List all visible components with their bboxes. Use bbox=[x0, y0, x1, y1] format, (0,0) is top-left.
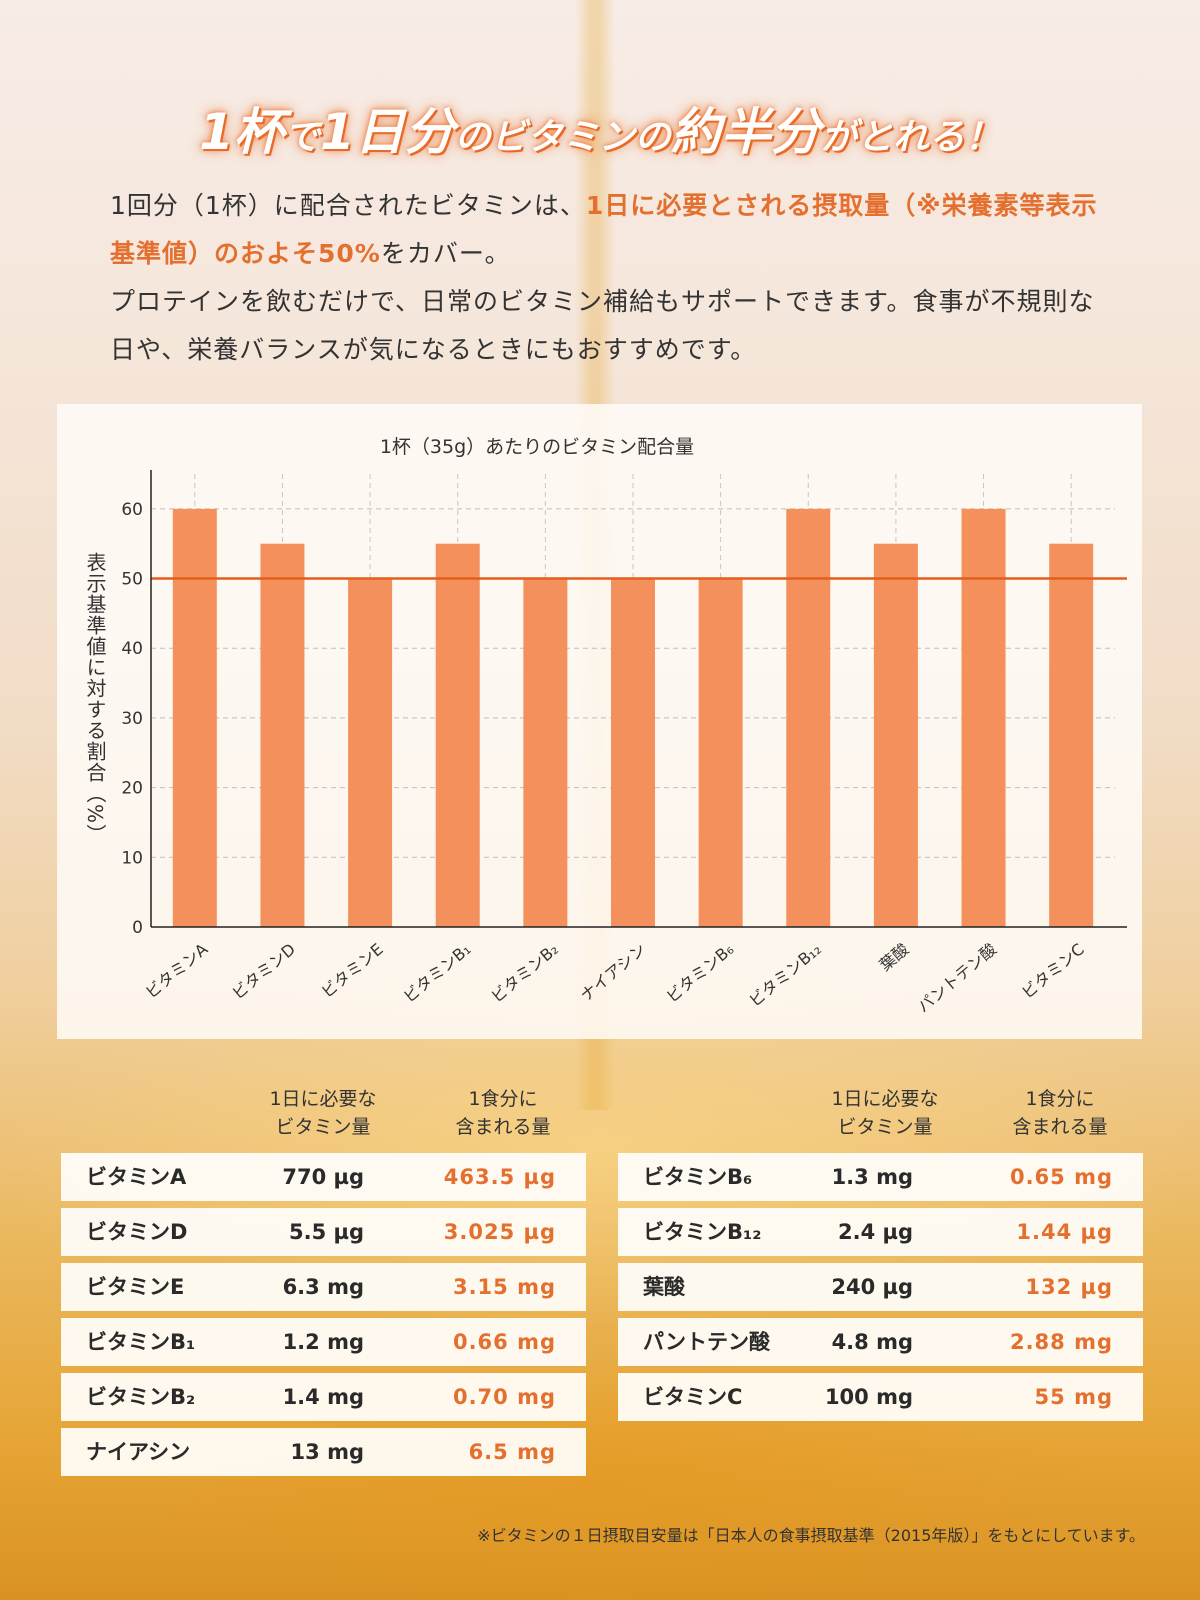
serving-amount: 0.65 mg bbox=[1009, 1165, 1113, 1189]
table-row: 葉酸 240 µg 132 µg bbox=[618, 1263, 1143, 1311]
required-amount: 1.2 mg bbox=[282, 1330, 364, 1354]
required-amount: 240 µg bbox=[831, 1275, 913, 1299]
intro-part: をカバー。 bbox=[380, 239, 511, 268]
x-tick-label: ビタミンB₆ bbox=[663, 940, 738, 1007]
y-tick-label: 10 bbox=[121, 848, 143, 868]
serving-amount: 132 µg bbox=[1025, 1275, 1113, 1299]
x-tick-label: パントテン酸 bbox=[914, 940, 1000, 1017]
required-amount: 1.3 mg bbox=[831, 1165, 913, 1189]
required-amount: 770 µg bbox=[282, 1165, 364, 1189]
y-tick-label: 60 bbox=[121, 500, 143, 520]
table-row: ビタミンB₆ 1.3 mg 0.65 mg bbox=[618, 1153, 1143, 1201]
serving-amount: 463.5 µg bbox=[443, 1165, 556, 1189]
serving-amount: 0.70 mg bbox=[452, 1385, 556, 1409]
vitamin-name: ビタミンB₂ bbox=[86, 1385, 196, 1409]
table-header-amount: 1食分に 含まれる量 bbox=[428, 1085, 578, 1141]
table-row: ビタミンB₁ 1.2 mg 0.66 mg bbox=[61, 1318, 586, 1366]
bar-10 bbox=[961, 508, 1006, 927]
bar-9 bbox=[873, 543, 918, 927]
vitamin-name: ビタミンB₆ bbox=[643, 1165, 753, 1189]
headline-part: がとれる！ bbox=[820, 117, 1001, 158]
chart-panel: 1杯（35g）あたりのビタミン配合量 0 10 20 30 40 50 60 ビタミンA ビタミン… bbox=[57, 404, 1142, 1039]
vitamin-name: パントテン酸 bbox=[643, 1330, 771, 1354]
headline-part: 1日分 bbox=[319, 103, 455, 161]
table-row: ビタミンB₂ 1.4 mg 0.70 mg bbox=[61, 1373, 586, 1421]
headline-part: 約半分 bbox=[670, 103, 821, 161]
serving-amount: 3.15 mg bbox=[452, 1275, 556, 1299]
vitamin-name: ビタミンB₁₂ bbox=[643, 1220, 762, 1244]
serving-amount: 1.44 µg bbox=[1016, 1220, 1113, 1244]
bar-3 bbox=[348, 578, 393, 927]
x-tick-label: ビタミンC bbox=[1018, 940, 1088, 1003]
table-row: パントテン酸 4.8 mg 2.88 mg bbox=[618, 1318, 1143, 1366]
x-tick-label: ナイアシン bbox=[577, 940, 650, 1006]
required-amount: 1.4 mg bbox=[282, 1385, 364, 1409]
table-row: ナイアシン 13 mg 6.5 mg bbox=[61, 1428, 586, 1476]
table-header-amount: 1食分に 含まれる量 bbox=[985, 1085, 1135, 1141]
header-text: 1日に必要な ビタミン量 bbox=[269, 1088, 377, 1138]
required-amount: 5.5 µg bbox=[289, 1220, 364, 1244]
table-header-required: 1日に必要な ビタミン量 bbox=[248, 1085, 398, 1141]
bar-7 bbox=[698, 578, 743, 927]
y-tick-label: 40 bbox=[121, 639, 143, 659]
x-tick-label: ビタミンB₂ bbox=[487, 940, 562, 1007]
required-amount: 6.3 mg bbox=[282, 1275, 364, 1299]
x-tick-label: ビタミンB₁ bbox=[400, 940, 475, 1007]
y-axis-label: 表示基準値に対する割合（%） bbox=[83, 552, 107, 845]
headline-part: 1杯 bbox=[199, 103, 284, 161]
intro-highlight: 1日に必要とされる摂取量（※栄養素等表示基準値）のおよそ50% bbox=[110, 191, 1098, 268]
vitamin-name: ビタミンB₁ bbox=[86, 1330, 196, 1354]
intro-text: 1回分（1杯）に配合されたビタミンは、1日に必要とされる摂取量（※栄養素等表示基… bbox=[110, 182, 1100, 374]
header-text: 1日に必要な ビタミン量 bbox=[831, 1088, 939, 1138]
vitamin-name: ビタミンE bbox=[86, 1275, 185, 1299]
headline-part: で bbox=[283, 117, 320, 158]
required-amount: 100 mg bbox=[824, 1385, 913, 1409]
required-amount: 2.4 µg bbox=[838, 1220, 913, 1244]
bar-4 bbox=[435, 543, 480, 927]
x-tick-label: ビタミンA bbox=[142, 939, 212, 1002]
vitamin-name: ビタミンA bbox=[86, 1165, 187, 1189]
x-tick-label: 葉酸 bbox=[876, 940, 913, 975]
vitamin-name: 葉酸 bbox=[643, 1275, 685, 1299]
x-tick-label: ビタミンD bbox=[228, 940, 299, 1004]
table-row: ビタミンD 5.5 µg 3.025 µg bbox=[61, 1208, 586, 1256]
table-row: ビタミンB₁₂ 2.4 µg 1.44 µg bbox=[618, 1208, 1143, 1256]
vitamin-name: ナイアシン bbox=[86, 1440, 191, 1464]
header-text: 1食分に 含まれる量 bbox=[1012, 1088, 1108, 1138]
y-tick-label: 50 bbox=[121, 570, 143, 590]
x-tick-label: ビタミンE bbox=[318, 940, 387, 1002]
table-header-required: 1日に必要な ビタミン量 bbox=[810, 1085, 960, 1141]
bar-1 bbox=[172, 508, 217, 927]
serving-amount: 0.66 mg bbox=[452, 1330, 556, 1354]
bar-chart: 1杯（35g）あたりのビタミン配合量 0 10 20 30 40 50 60 ビタミンA ビタミン… bbox=[83, 436, 1127, 1017]
y-tick-label: 30 bbox=[121, 709, 143, 729]
bar-11 bbox=[1049, 543, 1094, 927]
x-tick-label: ビタミンB₁₂ bbox=[745, 940, 824, 1011]
header-text: 1食分に 含まれる量 bbox=[455, 1088, 551, 1138]
footnote: ※ビタミンの１日摂取目安量は「日本人の食事摂取基準（2015年版）」をもとにして… bbox=[477, 1526, 1145, 1545]
chart-title: 1杯（35g）あたりのビタミン配合量 bbox=[380, 436, 694, 458]
table-row: ビタミンA 770 µg 463.5 µg bbox=[61, 1153, 586, 1201]
serving-amount: 6.5 mg bbox=[468, 1440, 556, 1464]
y-tick-label: 20 bbox=[121, 779, 143, 799]
required-amount: 13 mg bbox=[290, 1440, 364, 1464]
vitamin-name: ビタミンC bbox=[643, 1385, 743, 1409]
vitamin-name: ビタミンD bbox=[86, 1220, 188, 1244]
headline: 1杯で1日分のビタミンの約半分がとれる！ bbox=[0, 92, 1200, 164]
table-row: ビタミンE 6.3 mg 3.15 mg bbox=[61, 1263, 586, 1311]
intro-part: プロテインを飲むだけで、日常のビタミン補給もサポートできます。食事が不規則な日や… bbox=[110, 287, 1095, 364]
bar-8 bbox=[786, 508, 831, 927]
table-row: ビタミンC 100 mg 55 mg bbox=[618, 1373, 1143, 1421]
serving-amount: 3.025 µg bbox=[443, 1220, 556, 1244]
intro-part: 1回分（1杯）に配合されたビタミンは、 bbox=[110, 191, 586, 220]
bar-5 bbox=[523, 578, 568, 927]
y-tick-label: 0 bbox=[132, 918, 143, 938]
headline-part: のビタミンの bbox=[454, 117, 671, 158]
required-amount: 4.8 mg bbox=[831, 1330, 913, 1354]
bar-2 bbox=[260, 543, 305, 927]
serving-amount: 2.88 mg bbox=[1009, 1330, 1113, 1354]
serving-amount: 55 mg bbox=[1034, 1385, 1113, 1409]
bar-6 bbox=[611, 578, 655, 927]
